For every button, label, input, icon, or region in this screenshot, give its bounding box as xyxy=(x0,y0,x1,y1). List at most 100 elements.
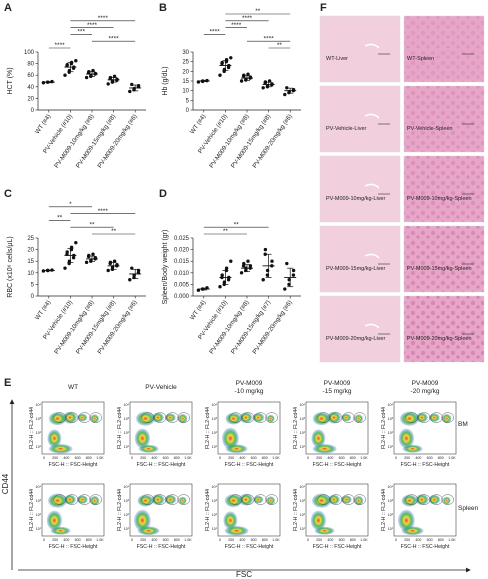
x-tick-label: PV-M009-15mg/kg (#8) xyxy=(230,113,272,169)
error-bar xyxy=(265,81,272,88)
data-point xyxy=(283,287,287,291)
flow-x-tick-label: 800 xyxy=(174,456,180,460)
flow-x-tick-label: 600 xyxy=(75,456,81,460)
flow-y-label: FL2-H :: FL2-cd44 xyxy=(293,489,299,531)
density-cluster xyxy=(398,509,415,532)
data-point xyxy=(229,56,233,60)
flow-x-tick-label: 200 xyxy=(140,456,146,460)
histology-image xyxy=(319,155,401,223)
x-tick-label: PV-M009-20mg/kg (#6) xyxy=(251,299,293,355)
error-bar xyxy=(67,62,74,73)
flow-y-tick-label: 10⁴ xyxy=(123,485,129,489)
data-point xyxy=(285,261,289,266)
gate xyxy=(353,412,366,423)
flow-x-tick-label: 400 xyxy=(63,456,69,460)
x-tick-label: PV-M009-20mg/kg (#6) xyxy=(96,113,138,169)
error-bar xyxy=(287,87,294,94)
data-point xyxy=(84,260,89,265)
flow-y-tick-label: 10² xyxy=(124,513,130,517)
density-cluster xyxy=(47,429,62,448)
flow-x-label: FSC-H :: FSC-Height xyxy=(49,544,98,550)
flow-x-tick-label: 0 xyxy=(307,456,309,460)
flow-y-tick-label: 10¹ xyxy=(388,445,394,449)
y-tick-label: 30 xyxy=(182,50,189,56)
data-point xyxy=(263,247,268,252)
column-title: -15 mg/kg xyxy=(323,388,352,395)
density-cluster xyxy=(77,413,88,422)
x-tick-label: PV-M009-15mg/kg (#8) xyxy=(75,299,117,355)
gate xyxy=(329,494,343,505)
flow-y-label: FL2-H :: FL2-cd44 xyxy=(381,489,387,531)
flow-x-tick-label: 1.0K xyxy=(184,538,192,542)
density-cluster xyxy=(402,444,423,453)
data-point xyxy=(130,82,134,87)
flow-y-tick-label: 10² xyxy=(124,431,130,435)
panel-letter: A xyxy=(4,2,12,14)
gate xyxy=(65,494,79,505)
flow-x-label: FSC-H :: FSC-Height xyxy=(49,462,98,468)
flow-y-tick-label: 10³ xyxy=(124,499,130,503)
flow-x-tick-label: 800 xyxy=(174,538,180,542)
density-cluster xyxy=(340,495,352,504)
x-tick-label: PV-M009-15mg/kg (#7) xyxy=(230,299,272,355)
y-axis-title: RBC (x10⁶ cells/μL) xyxy=(7,236,14,297)
density-cluster xyxy=(222,427,239,450)
flow-y-tick-label: 10² xyxy=(36,513,42,517)
x-title: FSC xyxy=(236,570,252,579)
density-cluster xyxy=(138,444,159,453)
data-point xyxy=(128,278,132,282)
density-cluster xyxy=(46,510,63,531)
gate xyxy=(353,494,366,505)
density-cluster xyxy=(311,429,326,448)
flow-y-label: FL2-H :: FL2-cd44 xyxy=(293,407,299,449)
gate xyxy=(430,412,443,423)
y-tick-label: 10 xyxy=(182,89,189,95)
gate xyxy=(177,494,190,505)
density-cluster xyxy=(76,495,88,504)
density-cluster xyxy=(134,428,151,449)
column-title: PV-M009 xyxy=(324,380,351,387)
error-bar xyxy=(222,270,229,285)
data-point xyxy=(291,273,296,277)
flow-y-tick-label: 10¹ xyxy=(212,445,218,449)
flow-y-tick-label: 10² xyxy=(300,513,306,517)
data-point xyxy=(220,273,224,277)
y-axis-title: Spleen/Body weight (gr) xyxy=(162,230,169,305)
x-tick-label: WT (#4) xyxy=(189,299,207,321)
significance-label: **** xyxy=(264,35,275,42)
significance-label: ** xyxy=(234,221,240,228)
data-point xyxy=(87,70,91,74)
data-point xyxy=(270,259,274,263)
density-cluster xyxy=(62,411,78,424)
column-title: PV-M009 xyxy=(236,380,263,387)
density-cluster xyxy=(401,494,418,507)
error-bar xyxy=(244,264,250,272)
flow-y-label: FL2-H :: FL2-cd44 xyxy=(29,407,35,449)
flow-y-tick-label: 10¹ xyxy=(388,527,394,531)
gate xyxy=(65,412,79,423)
flow-x-tick-label: 0 xyxy=(395,456,397,460)
density-cluster xyxy=(266,496,276,506)
error-bar xyxy=(200,80,207,82)
flow-y-tick-label: 10³ xyxy=(300,499,306,503)
flow-x-tick-label: 400 xyxy=(415,538,421,542)
x-tick-label: WT (#4) xyxy=(34,299,52,321)
flow-x-tick-label: 600 xyxy=(427,538,433,542)
data-point xyxy=(224,266,229,270)
significance-label: **** xyxy=(242,15,253,22)
flow-x-label: FSC-H :: FSC-Height xyxy=(401,544,450,550)
histology-texture xyxy=(404,226,484,292)
histology-vessel xyxy=(364,253,380,259)
panel-letter: D xyxy=(159,188,167,200)
flow-y-tick-label: 10¹ xyxy=(124,527,130,531)
density-cluster xyxy=(151,494,165,506)
flow-y-tick-label: 10² xyxy=(212,431,218,435)
data-point xyxy=(261,86,265,90)
y-tick-label: 100 xyxy=(24,50,35,56)
y-title: CD44 xyxy=(1,473,10,494)
significance-label: * xyxy=(69,201,72,208)
significance-label: *** xyxy=(77,29,85,36)
gate xyxy=(342,412,355,423)
y-tick-label: 0.005 xyxy=(174,282,190,288)
data-point xyxy=(263,252,267,256)
